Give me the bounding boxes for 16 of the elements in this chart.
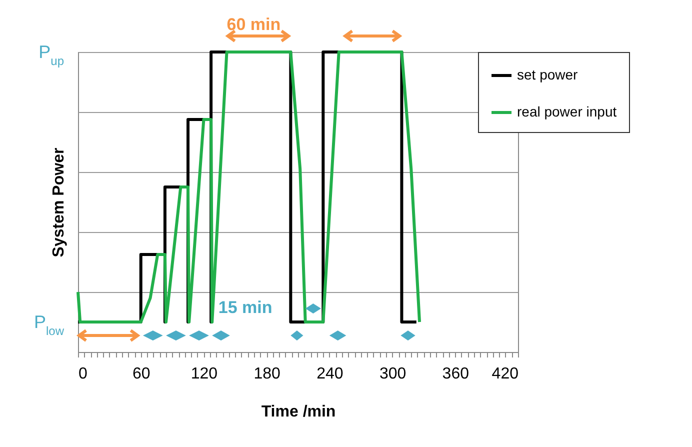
text: P$_{up}$: [38, 42, 64, 68]
x-axis-title: Time /min: [261, 404, 336, 420]
text: 60 min: [226, 15, 281, 34]
x-tick-label: 120: [190, 366, 218, 382]
x-tick-label: 0: [78, 366, 88, 382]
annotation: 15 min: [218, 298, 272, 317]
x-tick-label: 180: [254, 366, 281, 382]
x-tick-label: 420: [492, 366, 519, 382]
y-axis-title: System Power: [50, 148, 68, 258]
x-tick-label: 360: [442, 366, 470, 382]
x-tick-label: 240: [316, 366, 344, 382]
x-tick-label: 300: [379, 366, 406, 382]
legend-label: set power: [517, 66, 578, 82]
legend-label: real power input: [517, 104, 617, 120]
text: P$_{low}$: [34, 312, 64, 338]
x-tick-label: 60: [132, 366, 150, 382]
